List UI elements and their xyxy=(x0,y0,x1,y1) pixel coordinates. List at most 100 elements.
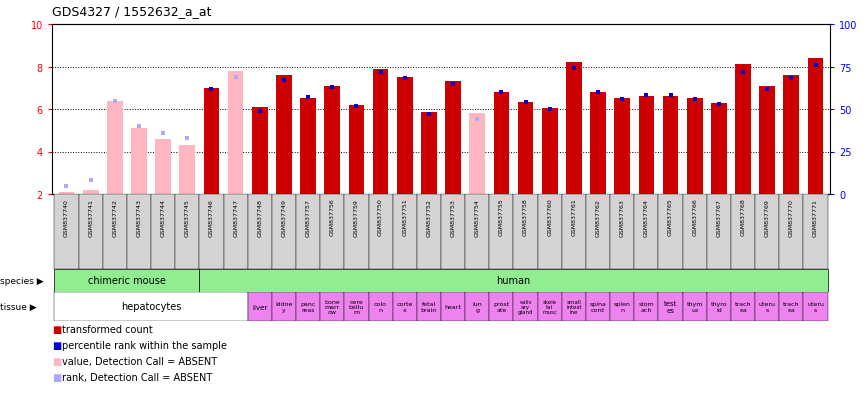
Text: liver: liver xyxy=(253,304,267,310)
Bar xyxy=(731,195,755,269)
Bar xyxy=(687,99,702,195)
Bar xyxy=(634,195,658,269)
Bar xyxy=(252,108,267,195)
Bar xyxy=(300,99,316,195)
Text: ■: ■ xyxy=(52,356,61,366)
Bar xyxy=(755,195,779,269)
Text: GSM837769: GSM837769 xyxy=(765,198,770,236)
Text: GSM837768: GSM837768 xyxy=(740,198,746,236)
Bar xyxy=(518,102,534,195)
Bar xyxy=(538,195,561,269)
Bar xyxy=(107,101,123,195)
Text: GDS4327 / 1552632_a_at: GDS4327 / 1552632_a_at xyxy=(52,5,212,18)
Bar xyxy=(784,76,799,195)
Text: GSM837771: GSM837771 xyxy=(813,198,818,236)
Bar xyxy=(731,292,755,321)
Text: colo
n: colo n xyxy=(374,301,388,312)
Text: spina
cord: spina cord xyxy=(590,301,606,312)
Text: panc
reas: panc reas xyxy=(300,301,316,312)
Text: skele
tal
musc: skele tal musc xyxy=(542,299,557,315)
Text: GSM837770: GSM837770 xyxy=(789,198,794,236)
Bar xyxy=(54,292,247,321)
Bar xyxy=(421,113,437,195)
Bar xyxy=(682,195,707,269)
Text: GSM837750: GSM837750 xyxy=(378,198,383,236)
Bar xyxy=(494,93,509,195)
Text: ■: ■ xyxy=(52,340,61,350)
Text: GSM837744: GSM837744 xyxy=(161,198,165,236)
Bar xyxy=(393,195,417,269)
Bar xyxy=(131,129,147,195)
Bar xyxy=(247,292,272,321)
Bar xyxy=(441,292,465,321)
Bar xyxy=(586,195,610,269)
Text: GSM837766: GSM837766 xyxy=(692,198,697,236)
Text: GSM837761: GSM837761 xyxy=(572,198,576,236)
Text: fetal
brain: fetal brain xyxy=(420,301,437,312)
Bar xyxy=(804,195,828,269)
Bar xyxy=(755,292,779,321)
Text: tissue ▶: tissue ▶ xyxy=(0,302,36,311)
Text: GSM837756: GSM837756 xyxy=(330,198,335,236)
Bar xyxy=(296,195,320,269)
Text: GSM837754: GSM837754 xyxy=(475,198,480,236)
Bar xyxy=(465,292,490,321)
Bar xyxy=(707,292,731,321)
Text: lun
g: lun g xyxy=(472,301,482,312)
Bar xyxy=(638,97,654,195)
Bar xyxy=(156,140,171,195)
Bar xyxy=(586,292,610,321)
Text: saliv
ary
gland: saliv ary gland xyxy=(518,299,534,315)
Bar xyxy=(296,292,320,321)
Text: GSM837740: GSM837740 xyxy=(64,198,69,236)
Text: GSM837745: GSM837745 xyxy=(185,198,189,236)
Bar xyxy=(320,292,344,321)
Text: uteru
s: uteru s xyxy=(759,301,776,312)
Bar xyxy=(541,109,558,195)
Text: test
es: test es xyxy=(663,301,677,313)
Bar xyxy=(658,195,682,269)
Text: GSM837747: GSM837747 xyxy=(234,198,238,236)
Bar xyxy=(79,195,103,269)
Text: trach
ea: trach ea xyxy=(734,301,752,312)
Bar xyxy=(804,292,828,321)
Bar xyxy=(514,195,538,269)
Text: GSM837764: GSM837764 xyxy=(644,198,649,236)
Bar xyxy=(663,97,678,195)
Text: species ▶: species ▶ xyxy=(0,276,43,285)
Text: prost
ate: prost ate xyxy=(493,301,509,312)
Bar xyxy=(682,292,707,321)
Text: ■: ■ xyxy=(52,324,61,334)
Bar xyxy=(200,195,223,269)
Text: thyro
id: thyro id xyxy=(710,301,727,312)
Bar xyxy=(441,195,465,269)
Text: trach
ea: trach ea xyxy=(783,301,799,312)
Bar xyxy=(711,103,727,195)
Bar xyxy=(707,195,731,269)
Text: stom
ach: stom ach xyxy=(638,301,654,312)
Bar xyxy=(514,292,538,321)
Bar xyxy=(393,292,417,321)
Bar xyxy=(417,195,441,269)
Bar xyxy=(808,59,823,195)
Text: bone
marr
ow: bone marr ow xyxy=(324,299,340,315)
Bar xyxy=(634,292,658,321)
Text: GSM837753: GSM837753 xyxy=(451,198,456,236)
Bar xyxy=(368,292,393,321)
Text: rank, Detection Call = ABSENT: rank, Detection Call = ABSENT xyxy=(62,372,212,382)
Bar xyxy=(320,195,344,269)
Bar xyxy=(610,195,634,269)
Text: GSM837751: GSM837751 xyxy=(402,198,407,236)
Bar xyxy=(324,86,340,195)
Bar xyxy=(59,192,74,195)
Text: GSM837759: GSM837759 xyxy=(354,198,359,236)
Bar xyxy=(344,292,368,321)
Bar xyxy=(779,292,804,321)
Bar xyxy=(397,78,413,195)
Bar xyxy=(759,86,775,195)
Text: GSM837743: GSM837743 xyxy=(137,198,142,236)
Text: GSM837760: GSM837760 xyxy=(548,198,552,236)
Text: thym
us: thym us xyxy=(687,301,703,312)
Text: GSM837757: GSM837757 xyxy=(305,198,311,236)
Bar xyxy=(490,195,514,269)
